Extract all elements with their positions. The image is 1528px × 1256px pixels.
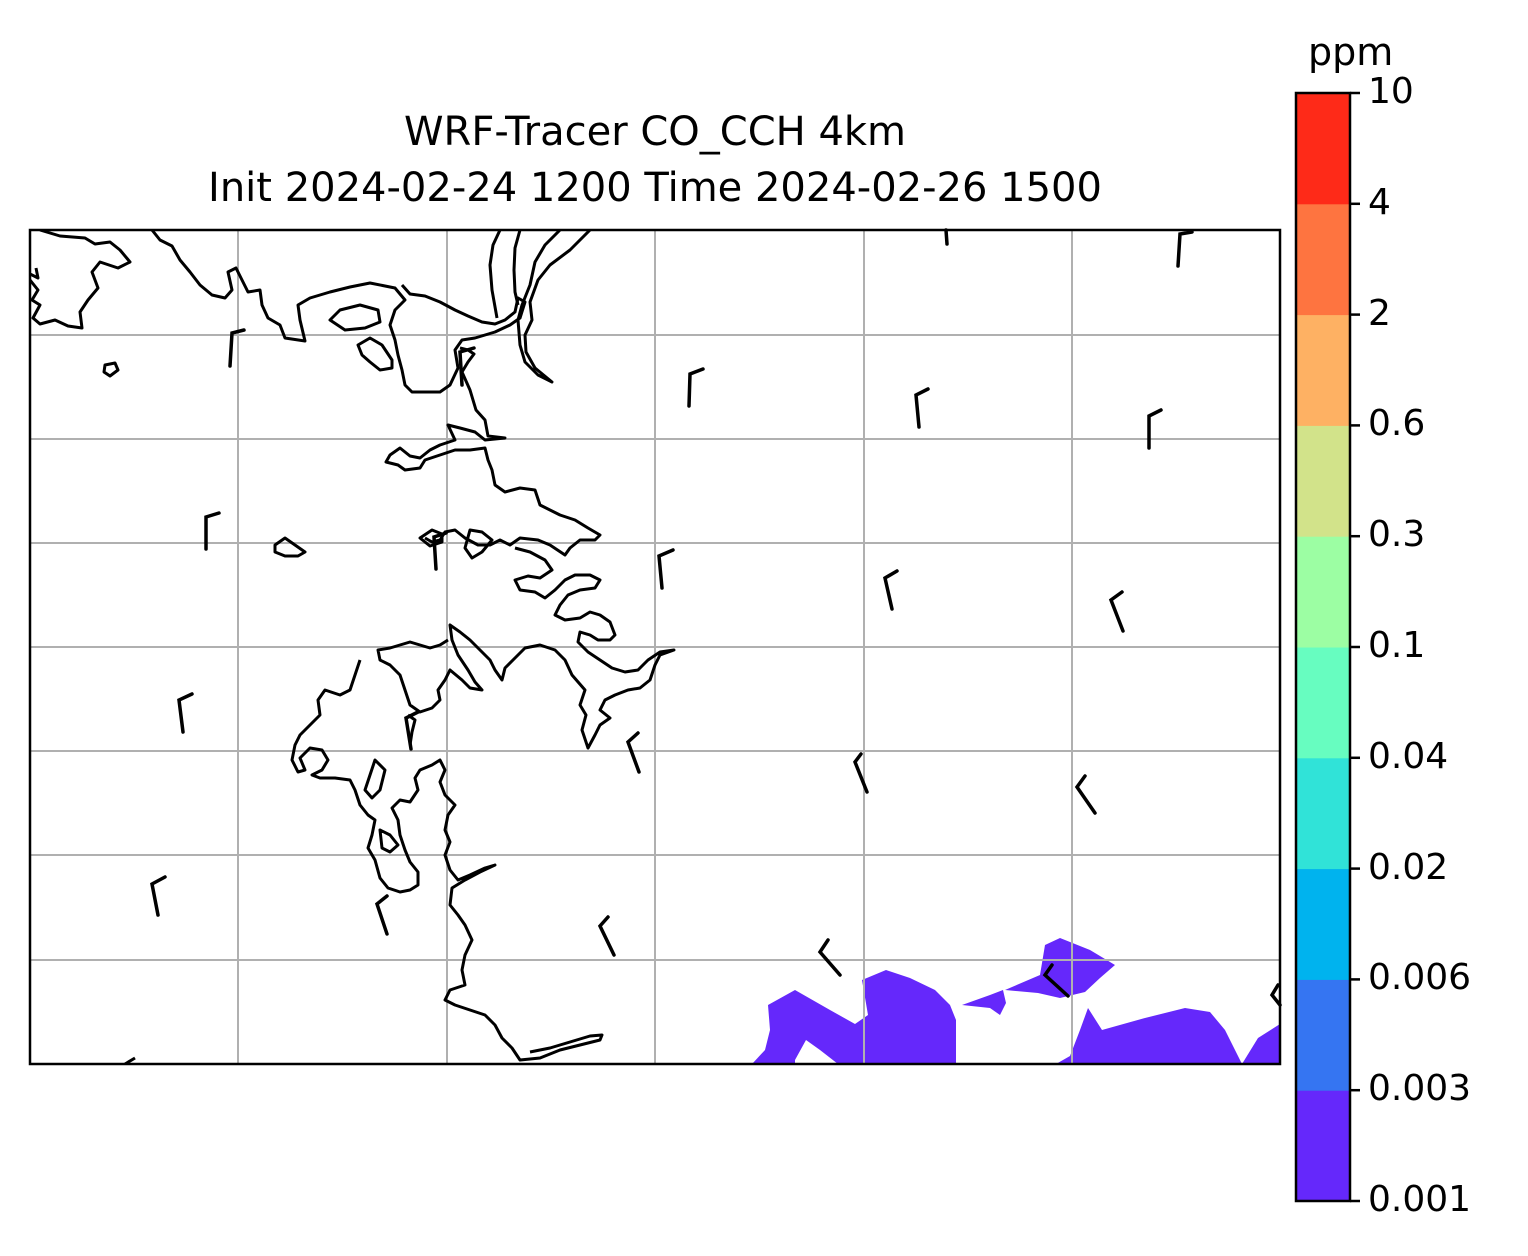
wind-barb <box>1074 774 1097 815</box>
coastline-north <box>150 230 527 394</box>
colorbar-tick-label: 4 <box>1368 181 1391 223</box>
wind-barb <box>1147 408 1163 450</box>
tracer-concentration-fill <box>752 938 1280 1064</box>
colorbar-segment <box>1296 757 1350 870</box>
colorbar-tick-label: 0.6 <box>1368 403 1426 445</box>
tracer-region-small-patch <box>962 990 1006 1015</box>
tracer-region-east-patch <box>1005 938 1115 998</box>
wind-barb <box>914 387 930 429</box>
colorbar-segment <box>1296 425 1350 537</box>
map-title: WRF-Tracer CO_CCH 4km <box>403 109 907 155</box>
tracer-region-south-east <box>1056 1008 1242 1064</box>
wind-barb <box>404 710 420 751</box>
coastline-islands <box>102 336 494 560</box>
wind-barb <box>177 692 194 734</box>
colorbar-segment <box>1296 1090 1350 1202</box>
wind-barb <box>883 569 899 611</box>
wind-barb <box>944 228 949 246</box>
colorbar-segment <box>1296 868 1350 980</box>
coastline-inlet <box>384 346 602 557</box>
colorbar-tick-label: 2 <box>1368 292 1391 334</box>
coastline-river-north <box>488 230 592 384</box>
wind-barbs <box>150 228 1282 1007</box>
map-subtitle: Init 2024-02-24 1200 Time 2024-02-26 150… <box>208 165 1102 211</box>
colorbar-units-label: ppm <box>1308 30 1394 74</box>
wind-barb <box>150 875 167 917</box>
wind-barb <box>1108 590 1125 633</box>
tracer-region-southeast-tip <box>1242 1024 1280 1064</box>
colorbar-segment <box>1296 93 1350 205</box>
colorbar-segment <box>1296 536 1350 648</box>
map-gridlines <box>30 230 1280 1064</box>
coastline <box>30 230 676 1064</box>
coastline-northwest <box>30 230 132 330</box>
wind-barb <box>374 894 389 936</box>
tracer-gap <box>795 1040 838 1064</box>
colorbar-tick-label: 0.003 <box>1368 1068 1472 1110</box>
tracer-region-south-central <box>752 970 956 1064</box>
coastline-peninsula <box>290 659 604 1062</box>
colorbar-tick-label: 0.1 <box>1368 625 1426 666</box>
colorbar-tick-label: 0.04 <box>1368 735 1449 777</box>
wind-barb <box>228 328 246 368</box>
colorbar-segment <box>1296 203 1350 316</box>
colorbar-tick-label: 0.02 <box>1368 846 1449 888</box>
wind-barb <box>817 938 842 977</box>
colorbar <box>1294 91 1360 1203</box>
wind-barb <box>1176 230 1194 268</box>
wind-barb <box>1269 983 1282 1007</box>
wind-barb <box>625 731 641 774</box>
coastline-central <box>376 546 676 750</box>
colorbar-segment <box>1296 647 1350 759</box>
map-frame <box>28 228 1282 1066</box>
wind-barb <box>687 367 705 408</box>
colorbar-tick-label: 0.001 <box>1368 1179 1472 1220</box>
wind-barb <box>432 531 448 571</box>
wind-barb <box>853 752 869 794</box>
colorbar-tick-label: 10 <box>1368 71 1414 112</box>
wind-barb <box>204 511 221 551</box>
wind-barb <box>597 915 616 957</box>
colorbar-tick-label: 0.3 <box>1368 514 1426 556</box>
wind-barb <box>458 346 476 387</box>
colorbar-segment <box>1296 979 1350 1091</box>
wind-barb <box>657 548 675 590</box>
colorbar-tick-label: 0.006 <box>1368 957 1472 999</box>
colorbar-segment <box>1296 314 1350 426</box>
wind-barb <box>1042 963 1070 998</box>
